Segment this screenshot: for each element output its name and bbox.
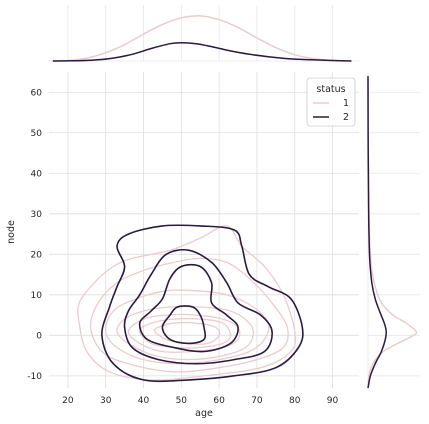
x-tick-label: 50 — [176, 396, 188, 406]
x-tick-labels: 20 30 40 50 60 70 80 90 — [62, 396, 338, 406]
contour-status-2-level-2 — [123, 248, 273, 365]
x-tick-label: 20 — [62, 396, 74, 406]
marginal-x-density-status-1 — [52, 15, 352, 62]
contour-status-2-level-1 — [101, 224, 304, 383]
x-tick-label: 80 — [289, 396, 301, 406]
y-tick-labels: -10 0 10 20 30 40 50 60 — [27, 88, 42, 382]
x-tick-label: 70 — [251, 396, 263, 406]
y-tick-label: -10 — [27, 372, 42, 382]
main-plot: 20 30 40 50 60 70 80 90 -10 0 10 20 30 40 50 60 age no… — [6, 72, 359, 419]
legend-label-2: 2 — [343, 112, 349, 123]
contour-status-1-level-5 — [127, 313, 241, 353]
legend-label-1: 1 — [343, 98, 349, 109]
contour-status-2-level-4 — [161, 305, 207, 345]
x-tick-label: 40 — [138, 396, 150, 406]
x-axis-label: age — [195, 408, 213, 419]
x-tick-label: 30 — [100, 396, 112, 406]
marginal-x-density-status-2 — [52, 42, 352, 62]
legend-title: status — [316, 84, 345, 95]
y-tick-label: 0 — [36, 331, 42, 341]
marginal-x-panel — [49, 5, 359, 62]
x-tick-label: 90 — [327, 396, 339, 406]
contour-status-1-level-1 — [77, 225, 297, 381]
legend-box — [306, 77, 356, 127]
y-axis-label: node — [6, 220, 17, 244]
y-tick-label: 10 — [31, 291, 43, 301]
y-tick-label: 40 — [31, 169, 43, 179]
x-tick-label: 60 — [213, 396, 225, 406]
marginal-y-density-status-1 — [367, 76, 418, 389]
y-tick-label: 30 — [31, 210, 43, 220]
contour-status-1-level-3 — [104, 289, 270, 365]
y-tick-label: 50 — [31, 129, 43, 139]
marginal-y-density-status-2 — [367, 76, 388, 389]
y-tick-label: 60 — [31, 88, 43, 98]
contours — [77, 224, 304, 383]
contour-status-1-level-2 — [89, 257, 289, 373]
contour-status-1-level-4 — [116, 305, 254, 361]
y-tick-label: 20 — [31, 250, 43, 260]
marginal-y-panel — [367, 72, 420, 389]
contour-status-2-level-3 — [138, 263, 239, 353]
legend: status 1 2 — [306, 77, 356, 127]
